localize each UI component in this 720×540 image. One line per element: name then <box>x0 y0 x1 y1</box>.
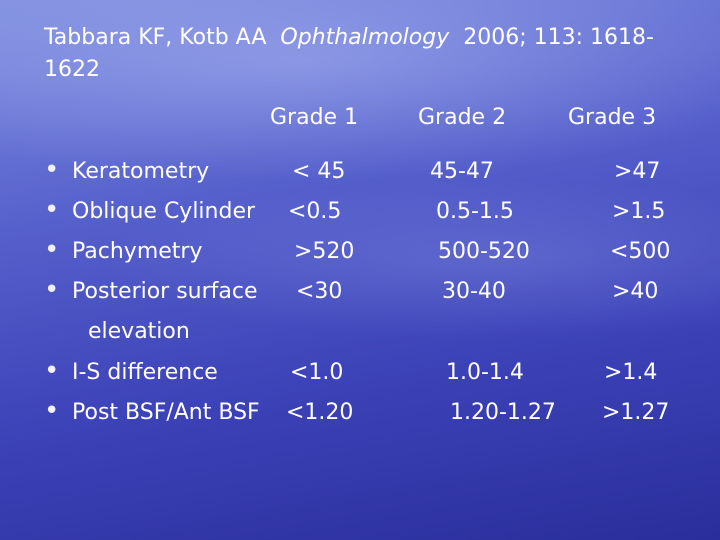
journal: Ophthalmology <box>280 25 450 50</box>
bullet: • <box>44 195 60 225</box>
grade-1-value: <1.20 <box>286 400 354 425</box>
row-label: Posterior surface elevation <box>72 279 258 344</box>
grade-2-value: 0.5-1.5 <box>436 199 514 224</box>
row-label: Keratometry <box>72 159 210 184</box>
authors: Tabbara KF, Kotb AA <box>44 25 267 50</box>
grade-3-value: >40 <box>612 279 659 304</box>
bullet: • <box>44 235 60 265</box>
grade-1-value: <1.0 <box>290 360 344 385</box>
grade-2-value: 1.20-1.27 <box>450 400 556 425</box>
grade-3-value: >1.4 <box>604 360 658 385</box>
column-header: Grade 1 <box>270 105 359 130</box>
grade-2-value: 45-47 <box>430 159 494 184</box>
citation: Tabbara KF, Kotb AA Ophthalmology 2006; … <box>44 22 684 86</box>
row-label: Post BSF/Ant BSF <box>72 400 260 425</box>
bullet: • <box>44 396 60 426</box>
grade-3-value: <500 <box>610 239 671 264</box>
row-label: I-S difference <box>72 360 218 385</box>
grade-1-value: <0.5 <box>288 199 342 224</box>
grade-1-value: <30 <box>296 279 343 304</box>
column-header: Grade 2 <box>418 105 507 130</box>
grade-3-value: >47 <box>614 159 661 184</box>
bullet: • <box>44 155 60 185</box>
grade-1-value: >520 <box>294 239 355 264</box>
bullet: • <box>44 275 60 305</box>
grade-2-value: 500-520 <box>438 239 530 264</box>
grade-3-value: >1.27 <box>602 400 670 425</box>
grade-1-value: < 45 <box>292 159 346 184</box>
bullet: • <box>44 356 60 386</box>
details: 2006; 113: 1618-1622 <box>44 25 654 82</box>
column-header: Grade 3 <box>568 105 657 130</box>
row-label: Oblique Cylinder <box>72 199 256 224</box>
row-label: Pachymetry <box>72 239 203 264</box>
grade-2-value: 30-40 <box>442 279 506 304</box>
grade-2-value: 1.0-1.4 <box>446 360 524 385</box>
grade-3-value: >1.5 <box>612 199 666 224</box>
